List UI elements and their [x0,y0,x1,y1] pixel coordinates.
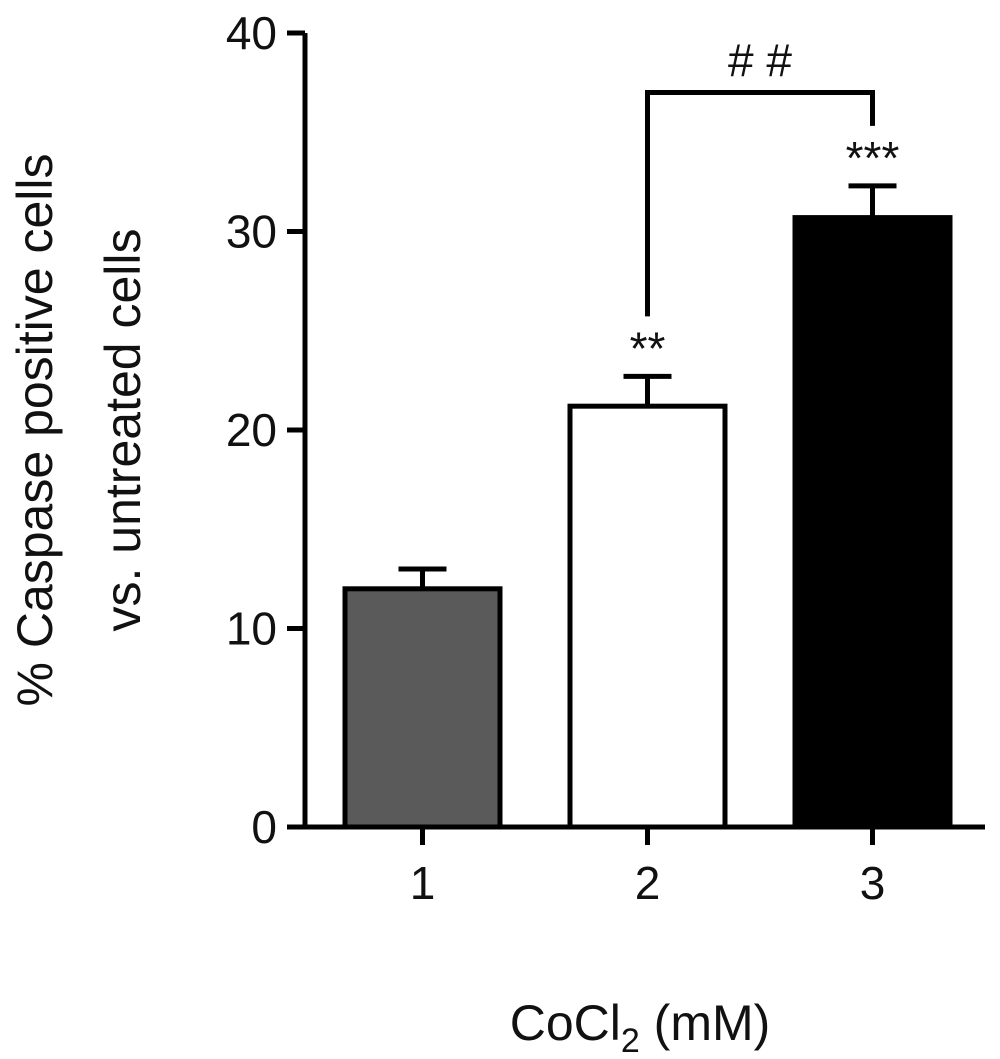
x-axis-title-unit: (mM) [640,995,771,1051]
x-tick-label: 1 [410,857,436,909]
y-tick-label: 20 [226,404,277,456]
y-tick-label: 10 [226,603,277,655]
y-tick-label: 0 [251,801,277,853]
significance-label: ** [630,322,666,374]
y-tick-label: 30 [226,206,277,258]
x-axis-title: CoCl2 (mM) [510,995,771,1059]
bar-3 [792,215,953,830]
y-tick-label: 40 [226,7,277,59]
x-tick-label: 3 [860,857,886,909]
axes-layer: 0 10 20 30 40 1 2 3 [226,7,985,909]
comparison-bracket [645,90,875,317]
y-axis-title-line2: vs. untreated cells [95,229,151,632]
bar-1 [342,586,503,830]
y-axis-title: % Caspase positive cells vs. untreated c… [7,153,151,706]
significance-label: *** [846,132,900,184]
annotations-layer: *****# # [630,35,900,375]
bracket-label: # # [728,35,792,87]
x-tick-label: 2 [635,857,661,909]
x-axis-title-subscript: 2 [621,1022,640,1059]
bar-2 [567,403,728,830]
x-axis-title-main: CoCl [510,995,621,1051]
y-axis-title-line1: % Caspase positive cells [7,153,63,706]
